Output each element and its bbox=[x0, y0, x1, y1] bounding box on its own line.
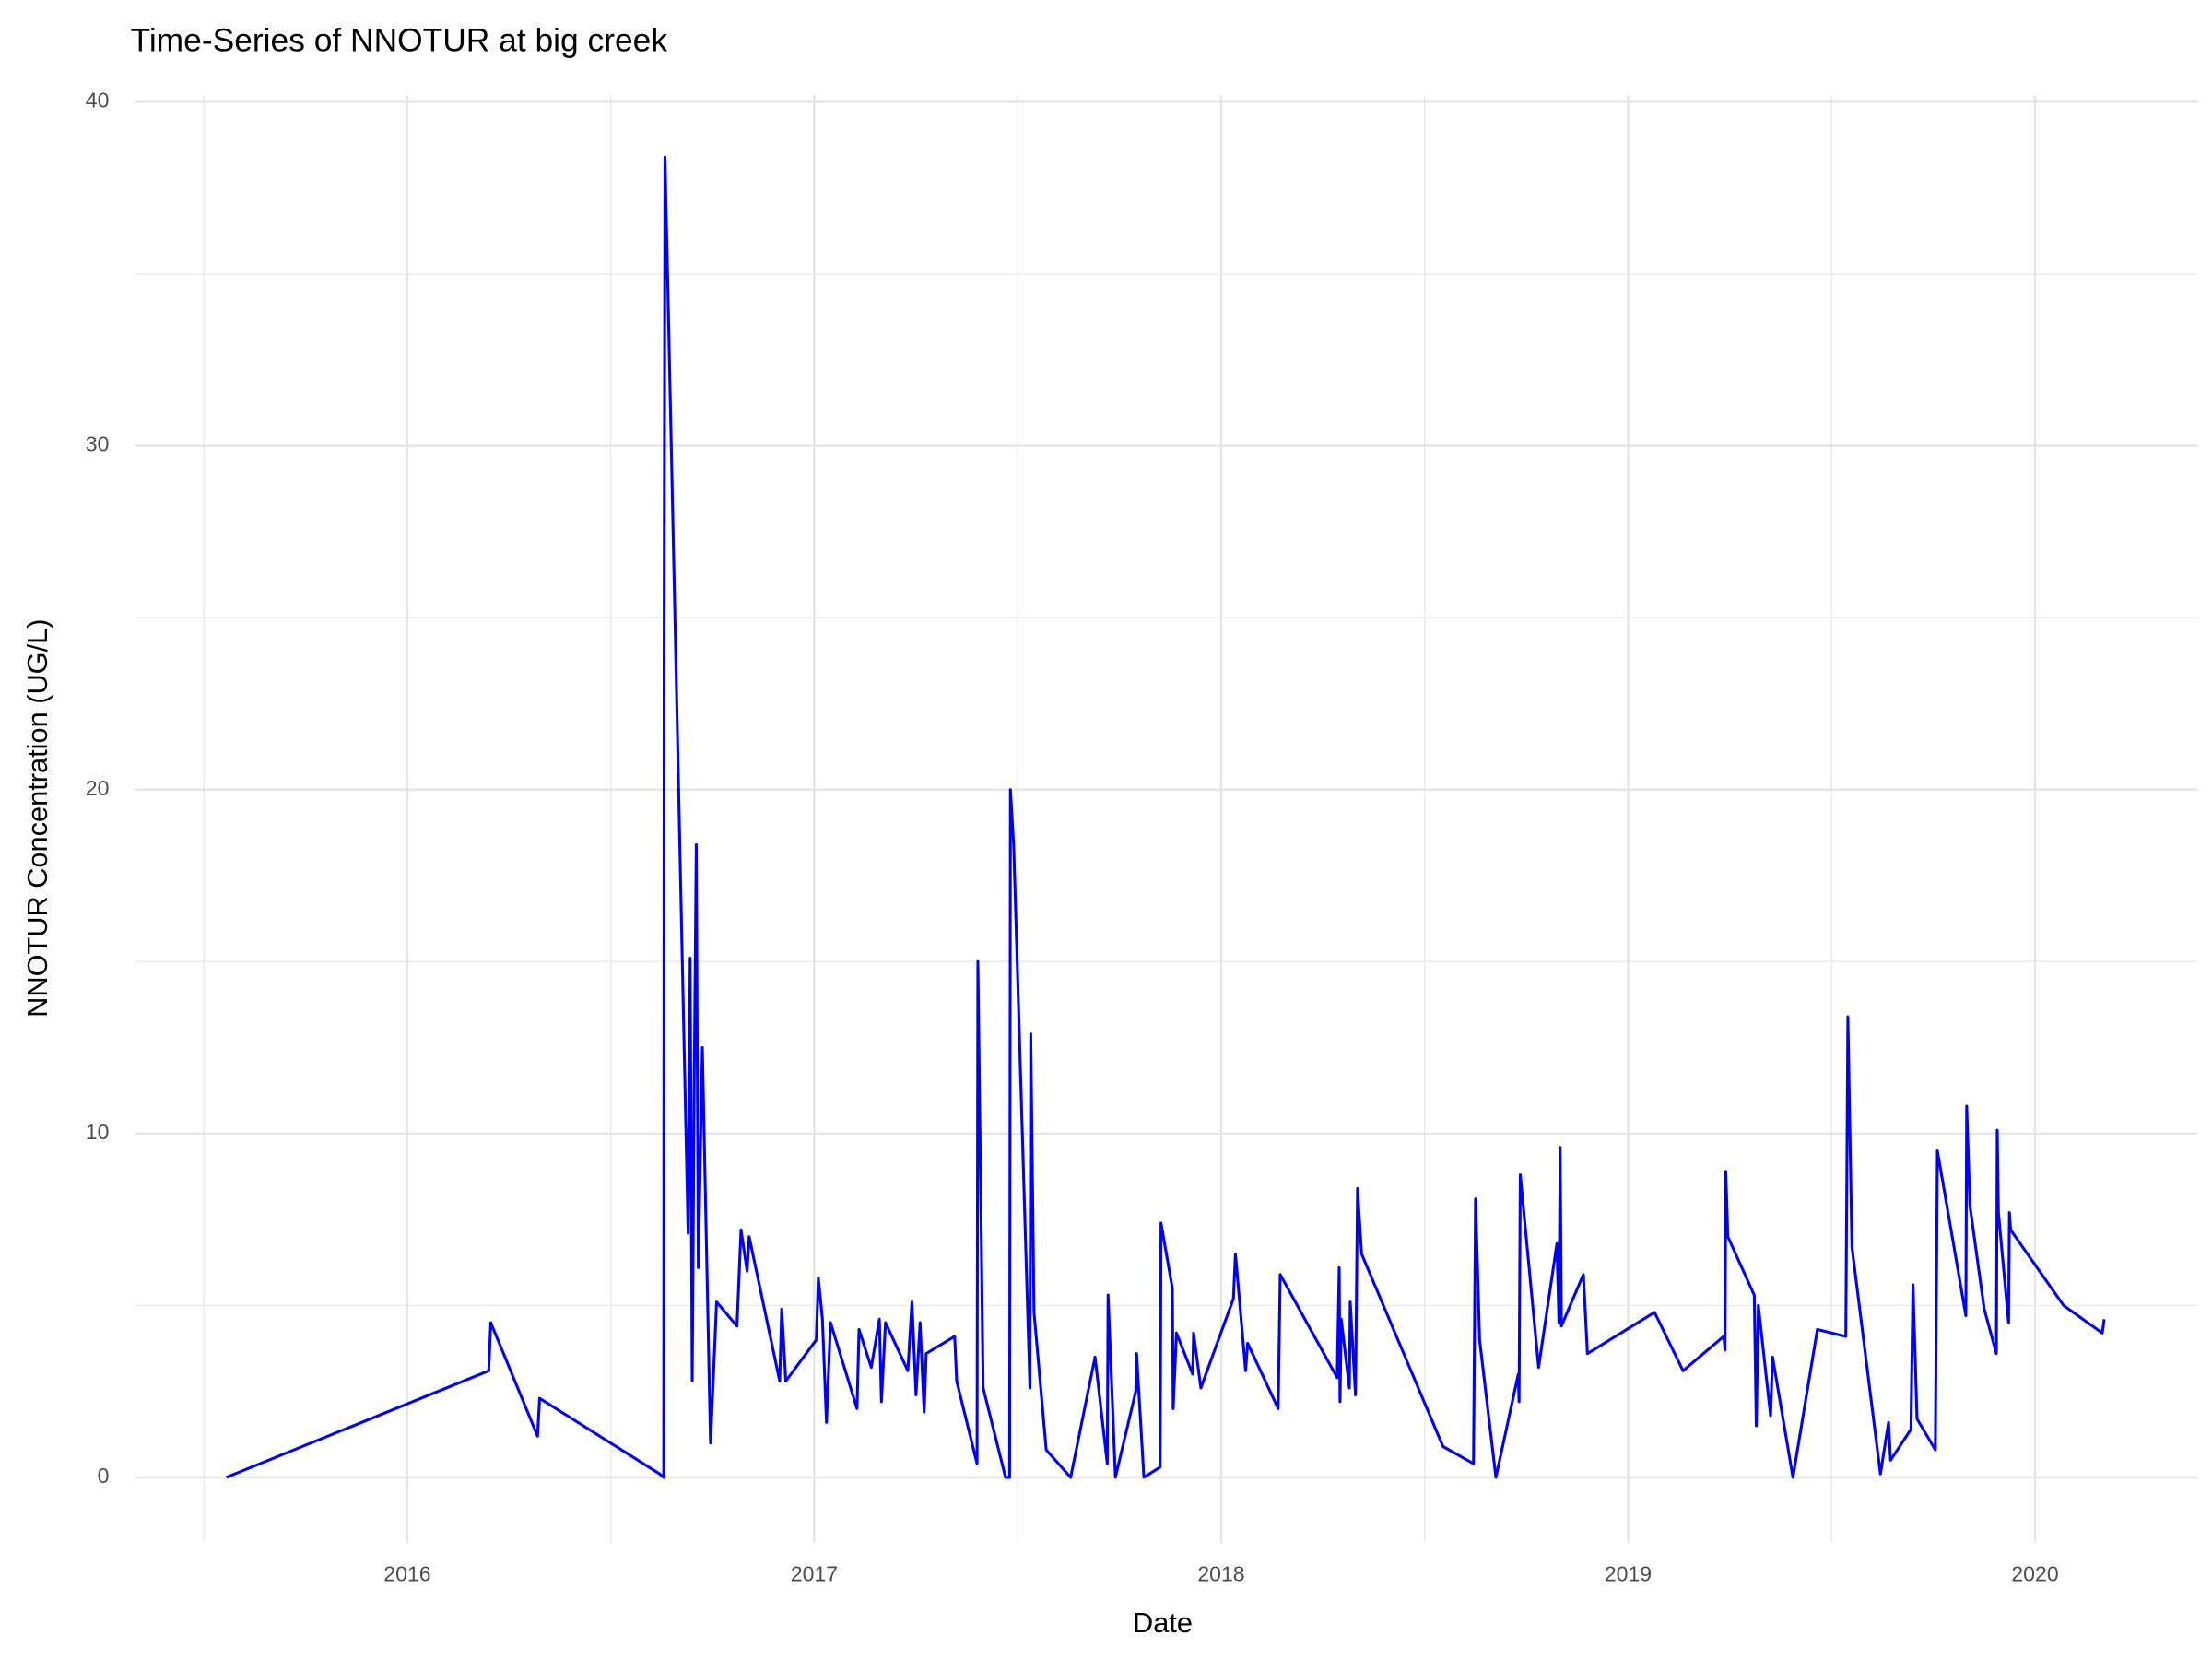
y-axis-title: NNOTUR Concentration (UG/L) bbox=[21, 619, 53, 1018]
y-tick-label: 40 bbox=[86, 88, 110, 112]
x-tick-label: 2018 bbox=[1197, 1561, 1244, 1585]
y-tick-label: 30 bbox=[86, 432, 110, 456]
y-tick-label: 0 bbox=[98, 1464, 110, 1488]
data-line bbox=[225, 155, 2106, 1479]
x-tick-label: 2017 bbox=[791, 1561, 838, 1585]
x-axis-title: Date bbox=[1133, 1606, 1193, 1639]
chart-title: Time-Series of NNOTUR at big creek bbox=[131, 22, 668, 58]
y-tick-label: 10 bbox=[86, 1120, 110, 1144]
y-tick-label: 20 bbox=[86, 776, 110, 800]
x-tick-label: 2020 bbox=[2011, 1561, 2058, 1585]
x-tick-label: 2016 bbox=[383, 1561, 430, 1585]
x-tick-label: 2019 bbox=[1605, 1561, 1652, 1585]
